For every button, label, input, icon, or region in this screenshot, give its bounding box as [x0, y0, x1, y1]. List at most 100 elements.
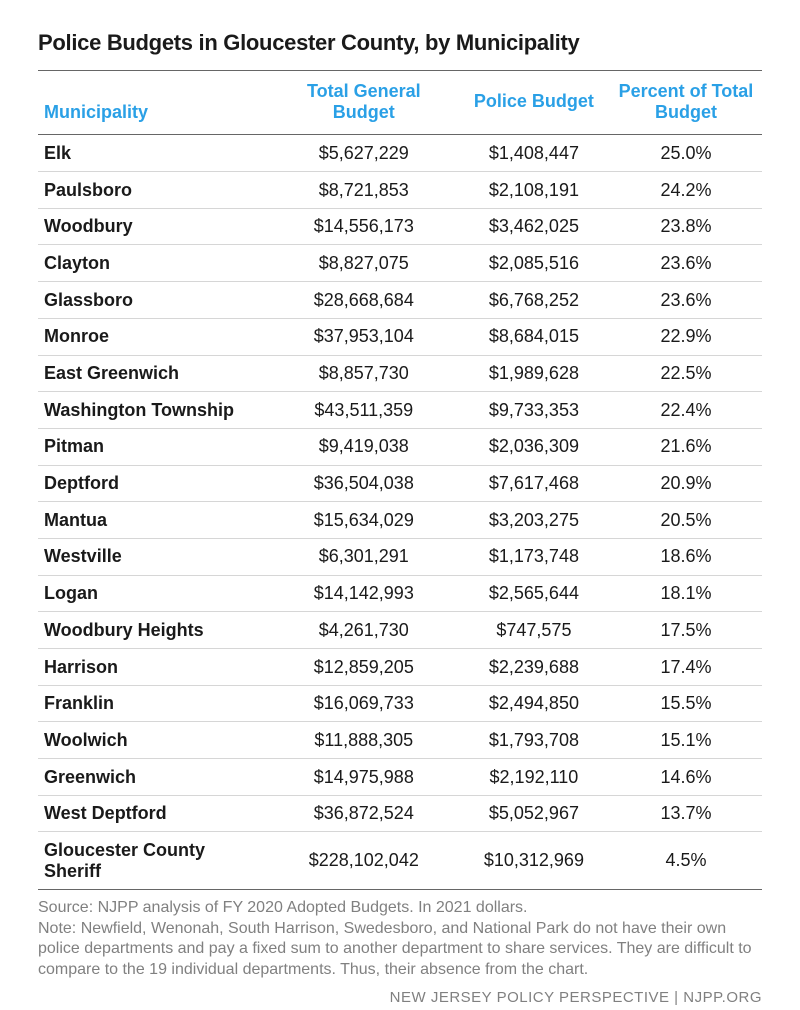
col-header-total-budget: Total General Budget: [270, 71, 458, 135]
cell-percent: 22.9%: [610, 318, 762, 355]
table-row: Harrison$12,859,205$2,239,68817.4%: [38, 649, 762, 686]
cell-percent: 17.5%: [610, 612, 762, 649]
budget-table: Municipality Total General Budget Police…: [38, 70, 762, 890]
cell-municipality: Gloucester County Sheriff: [38, 832, 270, 889]
cell-police-budget: $1,173,748: [458, 538, 610, 575]
table-row: Woodbury Heights$4,261,730$747,57517.5%: [38, 612, 762, 649]
cell-total-budget: $11,888,305: [270, 722, 458, 759]
cell-percent: 13.7%: [610, 795, 762, 832]
cell-total-budget: $14,975,988: [270, 759, 458, 796]
cell-police-budget: $1,408,447: [458, 135, 610, 172]
table-row: Logan$14,142,993$2,565,64418.1%: [38, 575, 762, 612]
cell-total-budget: $37,953,104: [270, 318, 458, 355]
table-row: Washington Township$43,511,359$9,733,353…: [38, 392, 762, 429]
table-row: Glassboro$28,668,684$6,768,25223.6%: [38, 282, 762, 319]
cell-municipality: Harrison: [38, 649, 270, 686]
cell-total-budget: $9,419,038: [270, 428, 458, 465]
cell-total-budget: $12,859,205: [270, 649, 458, 686]
cell-municipality: Paulsboro: [38, 172, 270, 209]
cell-percent: 22.4%: [610, 392, 762, 429]
table-row: Monroe$37,953,104$8,684,01522.9%: [38, 318, 762, 355]
table-header-row: Municipality Total General Budget Police…: [38, 71, 762, 135]
cell-percent: 23.6%: [610, 282, 762, 319]
cell-municipality: Pitman: [38, 428, 270, 465]
cell-percent: 25.0%: [610, 135, 762, 172]
cell-police-budget: $2,192,110: [458, 759, 610, 796]
table-row: Woolwich$11,888,305$1,793,70815.1%: [38, 722, 762, 759]
table-row: Woodbury$14,556,173$3,462,02523.8%: [38, 208, 762, 245]
page-title: Police Budgets in Gloucester County, by …: [38, 30, 762, 56]
cell-municipality: Washington Township: [38, 392, 270, 429]
cell-police-budget: $2,494,850: [458, 685, 610, 722]
cell-total-budget: $4,261,730: [270, 612, 458, 649]
cell-police-budget: $5,052,967: [458, 795, 610, 832]
cell-police-budget: $8,684,015: [458, 318, 610, 355]
col-header-percent: Percent of Total Budget: [610, 71, 762, 135]
cell-police-budget: $2,239,688: [458, 649, 610, 686]
table-row: West Deptford$36,872,524$5,052,96713.7%: [38, 795, 762, 832]
cell-police-budget: $6,768,252: [458, 282, 610, 319]
cell-percent: 4.5%: [610, 832, 762, 889]
cell-police-budget: $747,575: [458, 612, 610, 649]
source-line-1: Source: NJPP analysis of FY 2020 Adopted…: [38, 899, 528, 916]
col-header-municipality: Municipality: [38, 71, 270, 135]
cell-police-budget: $7,617,468: [458, 465, 610, 502]
table-row: East Greenwich$8,857,730$1,989,62822.5%: [38, 355, 762, 392]
cell-police-budget: $1,793,708: [458, 722, 610, 759]
cell-police-budget: $3,462,025: [458, 208, 610, 245]
table-row: Mantua$15,634,029$3,203,27520.5%: [38, 502, 762, 539]
cell-total-budget: $8,857,730: [270, 355, 458, 392]
cell-percent: 24.2%: [610, 172, 762, 209]
cell-municipality: Deptford: [38, 465, 270, 502]
cell-percent: 15.5%: [610, 685, 762, 722]
table-row: Pitman$9,419,038$2,036,30921.6%: [38, 428, 762, 465]
table-row: Deptford$36,504,038$7,617,46820.9%: [38, 465, 762, 502]
cell-total-budget: $8,827,075: [270, 245, 458, 282]
cell-municipality: Greenwich: [38, 759, 270, 796]
cell-total-budget: $28,668,684: [270, 282, 458, 319]
cell-percent: 20.9%: [610, 465, 762, 502]
cell-municipality: Franklin: [38, 685, 270, 722]
cell-municipality: Logan: [38, 575, 270, 612]
cell-police-budget: $1,989,628: [458, 355, 610, 392]
cell-police-budget: $2,085,516: [458, 245, 610, 282]
cell-total-budget: $14,142,993: [270, 575, 458, 612]
cell-municipality: Woolwich: [38, 722, 270, 759]
cell-total-budget: $36,872,524: [270, 795, 458, 832]
table-row: Paulsboro$8,721,853$2,108,19124.2%: [38, 172, 762, 209]
cell-municipality: Elk: [38, 135, 270, 172]
cell-municipality: Woodbury Heights: [38, 612, 270, 649]
cell-percent: 20.5%: [610, 502, 762, 539]
cell-police-budget: $3,203,275: [458, 502, 610, 539]
attribution: NEW JERSEY POLICY PERSPECTIVE | NJPP.ORG: [38, 989, 762, 1006]
cell-percent: 14.6%: [610, 759, 762, 796]
table-row: Westville$6,301,291$1,173,74818.6%: [38, 538, 762, 575]
source-line-2: Note: Newfield, Wenonah, South Harrison,…: [38, 920, 752, 979]
cell-police-budget: $9,733,353: [458, 392, 610, 429]
cell-percent: 15.1%: [610, 722, 762, 759]
cell-total-budget: $16,069,733: [270, 685, 458, 722]
source-note: Source: NJPP analysis of FY 2020 Adopted…: [38, 898, 762, 981]
col-header-police-budget: Police Budget: [458, 71, 610, 135]
cell-total-budget: $8,721,853: [270, 172, 458, 209]
cell-municipality: Westville: [38, 538, 270, 575]
cell-total-budget: $43,511,359: [270, 392, 458, 429]
cell-total-budget: $6,301,291: [270, 538, 458, 575]
cell-municipality: Woodbury: [38, 208, 270, 245]
cell-percent: 18.1%: [610, 575, 762, 612]
table-row: Elk$5,627,229$1,408,44725.0%: [38, 135, 762, 172]
cell-percent: 21.6%: [610, 428, 762, 465]
cell-percent: 17.4%: [610, 649, 762, 686]
cell-police-budget: $2,565,644: [458, 575, 610, 612]
table-row: Franklin$16,069,733$2,494,85015.5%: [38, 685, 762, 722]
cell-police-budget: $2,036,309: [458, 428, 610, 465]
cell-police-budget: $2,108,191: [458, 172, 610, 209]
cell-total-budget: $228,102,042: [270, 832, 458, 889]
cell-percent: 18.6%: [610, 538, 762, 575]
cell-total-budget: $36,504,038: [270, 465, 458, 502]
cell-police-budget: $10,312,969: [458, 832, 610, 889]
cell-municipality: East Greenwich: [38, 355, 270, 392]
cell-municipality: Monroe: [38, 318, 270, 355]
cell-municipality: West Deptford: [38, 795, 270, 832]
cell-municipality: Mantua: [38, 502, 270, 539]
